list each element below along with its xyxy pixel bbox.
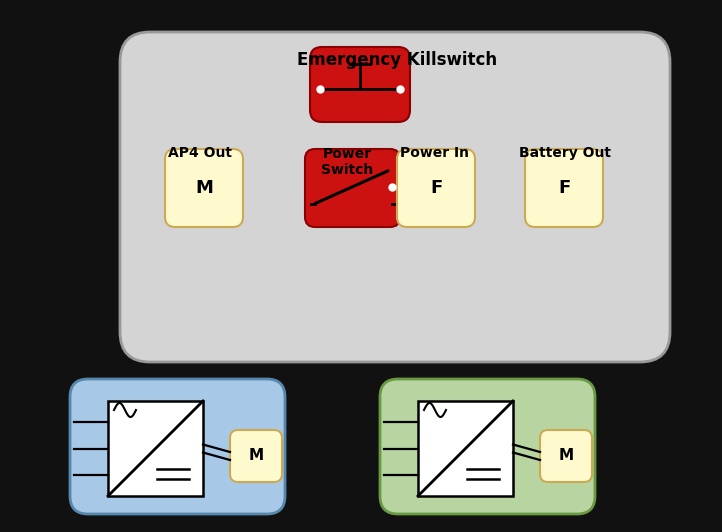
Text: M: M bbox=[558, 448, 573, 463]
Text: Emergency Killswitch: Emergency Killswitch bbox=[297, 51, 497, 69]
Text: Battery Out: Battery Out bbox=[519, 146, 611, 160]
FancyBboxPatch shape bbox=[380, 379, 595, 514]
Text: F: F bbox=[558, 179, 570, 197]
FancyBboxPatch shape bbox=[397, 149, 475, 227]
FancyBboxPatch shape bbox=[540, 430, 592, 482]
FancyBboxPatch shape bbox=[165, 149, 243, 227]
FancyBboxPatch shape bbox=[230, 430, 282, 482]
FancyBboxPatch shape bbox=[70, 379, 285, 514]
Text: AP4 Out: AP4 Out bbox=[168, 146, 232, 160]
Text: F: F bbox=[430, 179, 442, 197]
Text: M: M bbox=[195, 179, 213, 197]
FancyBboxPatch shape bbox=[305, 149, 400, 227]
Text: M: M bbox=[248, 448, 264, 463]
FancyBboxPatch shape bbox=[120, 32, 670, 362]
FancyBboxPatch shape bbox=[525, 149, 603, 227]
FancyBboxPatch shape bbox=[310, 47, 410, 122]
Text: Power In: Power In bbox=[401, 146, 469, 160]
Bar bbox=[108, 401, 203, 496]
Text: Power
Switch: Power Switch bbox=[321, 147, 373, 177]
Bar bbox=[418, 401, 513, 496]
